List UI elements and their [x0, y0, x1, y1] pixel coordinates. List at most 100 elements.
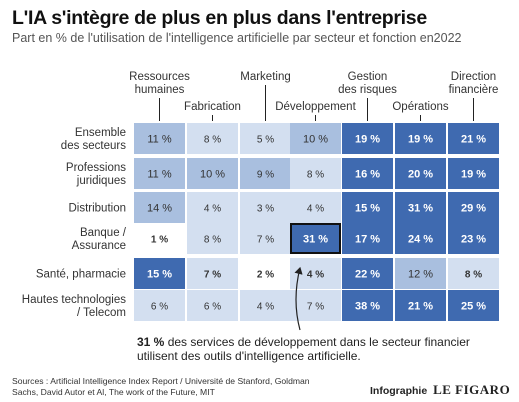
- credit: Infographie LE FIGARO: [370, 382, 510, 398]
- cell-value: 15 %: [147, 269, 172, 281]
- heatmap-cell-ensemble-des-secteurs-developpement: [290, 123, 341, 154]
- heatmap-cells: [134, 123, 499, 321]
- cell-value: 31 %: [303, 234, 328, 246]
- credit-label: Infographie: [370, 385, 428, 397]
- cell-value: 5 %: [257, 135, 274, 146]
- heatmap-cell-hautes-technologies-telecom-fabrication: [187, 290, 238, 321]
- column-label-operations: Opérations: [392, 101, 449, 113]
- cell-value: 6 %: [204, 302, 221, 313]
- heatmap-cell-banque-assurance-marketing: [240, 223, 291, 254]
- heatmap-cell-sante-pharmacie-ressources-humaines: [134, 258, 185, 289]
- heatmap-cell-banque-assurance-direction-financiere: [448, 223, 499, 254]
- heatmap-cell-distribution-fabrication: [187, 192, 238, 223]
- highlight-border: [290, 223, 341, 254]
- cell-value: 14 %: [147, 203, 172, 215]
- heatmap-cell-hautes-technologies-telecom-developpement: [290, 290, 341, 321]
- heatmap-cell-professions-juridiques-fabrication: [187, 158, 238, 189]
- cell-value: 7 %: [307, 302, 324, 313]
- heatmap-cell-professions-juridiques-marketing: [240, 158, 291, 189]
- heatmap-cell-professions-juridiques-developpement: [290, 158, 341, 189]
- heatmap-cell-banque-assurance-gestion-des-risques: [342, 223, 393, 254]
- heatmap-cell-distribution-direction-financiere: [448, 192, 499, 223]
- cell-value: 24 %: [408, 234, 433, 246]
- heatmap-cell-distribution-gestion-des-risques: [342, 192, 393, 223]
- cell-value: 7 %: [204, 270, 221, 281]
- heatmap-cell-labels: 11 % 8 % 5 % 10 % 19 % 19 % 21 % 11 % 10 % 9 % 8 %…: [147, 134, 486, 313]
- row-label-distribution: Distribution: [68, 203, 126, 215]
- cell-value: 4 %: [307, 204, 324, 215]
- column-label-marketing: Marketing: [240, 71, 291, 83]
- heatmap-cell-distribution-operations: [395, 192, 446, 223]
- row-label-ensemble-des-secteurs: Ensemble des secteurs: [61, 127, 126, 152]
- heatmap-cell-banque-assurance-developpement: [290, 223, 341, 254]
- heatmap-cell-hautes-technologies-telecom-marketing: [240, 290, 291, 321]
- cell-value: 9 %: [257, 170, 274, 181]
- heatmap-cell-ensemble-des-secteurs-operations: [395, 123, 446, 154]
- column-label-ressources-humaines: Ressources humaines: [129, 71, 190, 96]
- cell-value: 10 %: [200, 169, 225, 181]
- annotation-text: 31 % des services de développement dans …: [137, 335, 470, 363]
- cell-value: 8 %: [465, 270, 482, 281]
- heatmap-cell-professions-juridiques-operations: [395, 158, 446, 189]
- cell-value: 8 %: [307, 170, 324, 181]
- chart-subtitle: Part en % de l'utilisation de l'intellig…: [12, 31, 462, 45]
- cell-value: 4 %: [257, 302, 274, 313]
- heatmap-cell-professions-juridiques-ressources-humaines: [134, 158, 185, 189]
- cell-value: 11 %: [147, 169, 171, 181]
- le-figaro-logo: LE FIGARO: [433, 382, 511, 397]
- cell-value: 8 %: [204, 235, 221, 246]
- heatmap-cell-ensemble-des-secteurs-ressources-humaines: [134, 123, 185, 154]
- heatmap-cell-sante-pharmacie-fabrication: [187, 258, 238, 289]
- heatmap-cell-distribution-ressources-humaines: [134, 192, 185, 223]
- heatmap-cell-banque-assurance-operations: [395, 223, 446, 254]
- cell-value: 38 %: [355, 301, 380, 313]
- cell-value: 12 %: [408, 269, 433, 281]
- cell-value: 4 %: [307, 270, 324, 281]
- heatmap-cell-ensemble-des-secteurs-direction-financiere: [448, 123, 499, 154]
- cell-value: 8 %: [204, 135, 221, 146]
- column-label-fabrication: Fabrication: [184, 101, 241, 113]
- cell-value: 21 %: [461, 134, 486, 146]
- sources-note: Sources : Artificial Intelligence Index …: [12, 376, 310, 397]
- row-label-sante-pharmacie: Santé, pharmacie: [36, 269, 126, 281]
- annotation-group: 31 % des services de développement dans …: [137, 266, 470, 363]
- cell-value: 25 %: [461, 301, 486, 313]
- cell-value: 19 %: [461, 169, 486, 181]
- column-labels: Ressources humaines Fabrication Marketing Dé…: [129, 71, 498, 121]
- row-label-banque-assurance: Banque / Assurance: [72, 227, 127, 252]
- cell-value: 22 %: [355, 269, 380, 281]
- heatmap-cell-ensemble-des-secteurs-marketing: [240, 123, 291, 154]
- cell-value: 31 %: [408, 203, 433, 215]
- heatmap-cell-sante-pharmacie-marketing: [240, 258, 291, 289]
- column-label-gestion-des-risques: Gestion des risques: [338, 71, 397, 96]
- heatmap-cell-distribution-marketing: [240, 192, 291, 223]
- heatmap-cell-hautes-technologies-telecom-operations: [395, 290, 446, 321]
- heatmap-cell-distribution-developpement: [290, 192, 341, 223]
- cell-value: 11 %: [147, 134, 171, 146]
- row-labels: Ensemble des secteurs Professions juridique…: [22, 127, 127, 319]
- annotation-arrow: [294, 266, 303, 331]
- heatmap-cell-professions-juridiques-gestion-des-risques: [342, 158, 393, 189]
- heatmap-cell-banque-assurance-ressources-humaines: [134, 223, 185, 254]
- cell-value: 20 %: [408, 169, 433, 181]
- heatmap-cell-sante-pharmacie-operations: [395, 258, 446, 289]
- cell-value: 7 %: [257, 235, 274, 246]
- cell-value: 19 %: [408, 134, 433, 146]
- heatmap-cell-ensemble-des-secteurs-gestion-des-risques: [342, 123, 393, 154]
- heatmap-cell-professions-juridiques-direction-financiere: [448, 158, 499, 189]
- heatmap-cell-hautes-technologies-telecom-direction-financiere: [448, 290, 499, 321]
- row-label-hautes-technologies-telecom: Hautes technologies / Telecom: [22, 294, 126, 319]
- cell-value: 19 %: [355, 134, 380, 146]
- cell-value: 10 %: [303, 134, 328, 146]
- chart-title: L'IA s'intègre de plus en plus dans l'en…: [12, 7, 427, 29]
- heatmap-cell-sante-pharmacie-direction-financiere: [448, 258, 499, 289]
- cell-value: 6 %: [151, 302, 168, 313]
- cell-value: 1 %: [151, 235, 168, 246]
- heatmap-cell-sante-pharmacie-gestion-des-risques: [342, 258, 393, 289]
- heatmap-cell-banque-assurance-fabrication: [187, 223, 238, 254]
- cell-value: 16 %: [355, 169, 380, 181]
- cell-value: 21 %: [408, 301, 433, 313]
- cell-value: 2 %: [257, 270, 274, 281]
- cell-value: 29 %: [461, 203, 486, 215]
- heatmap-cell-hautes-technologies-telecom-ressources-humaines: [134, 290, 185, 321]
